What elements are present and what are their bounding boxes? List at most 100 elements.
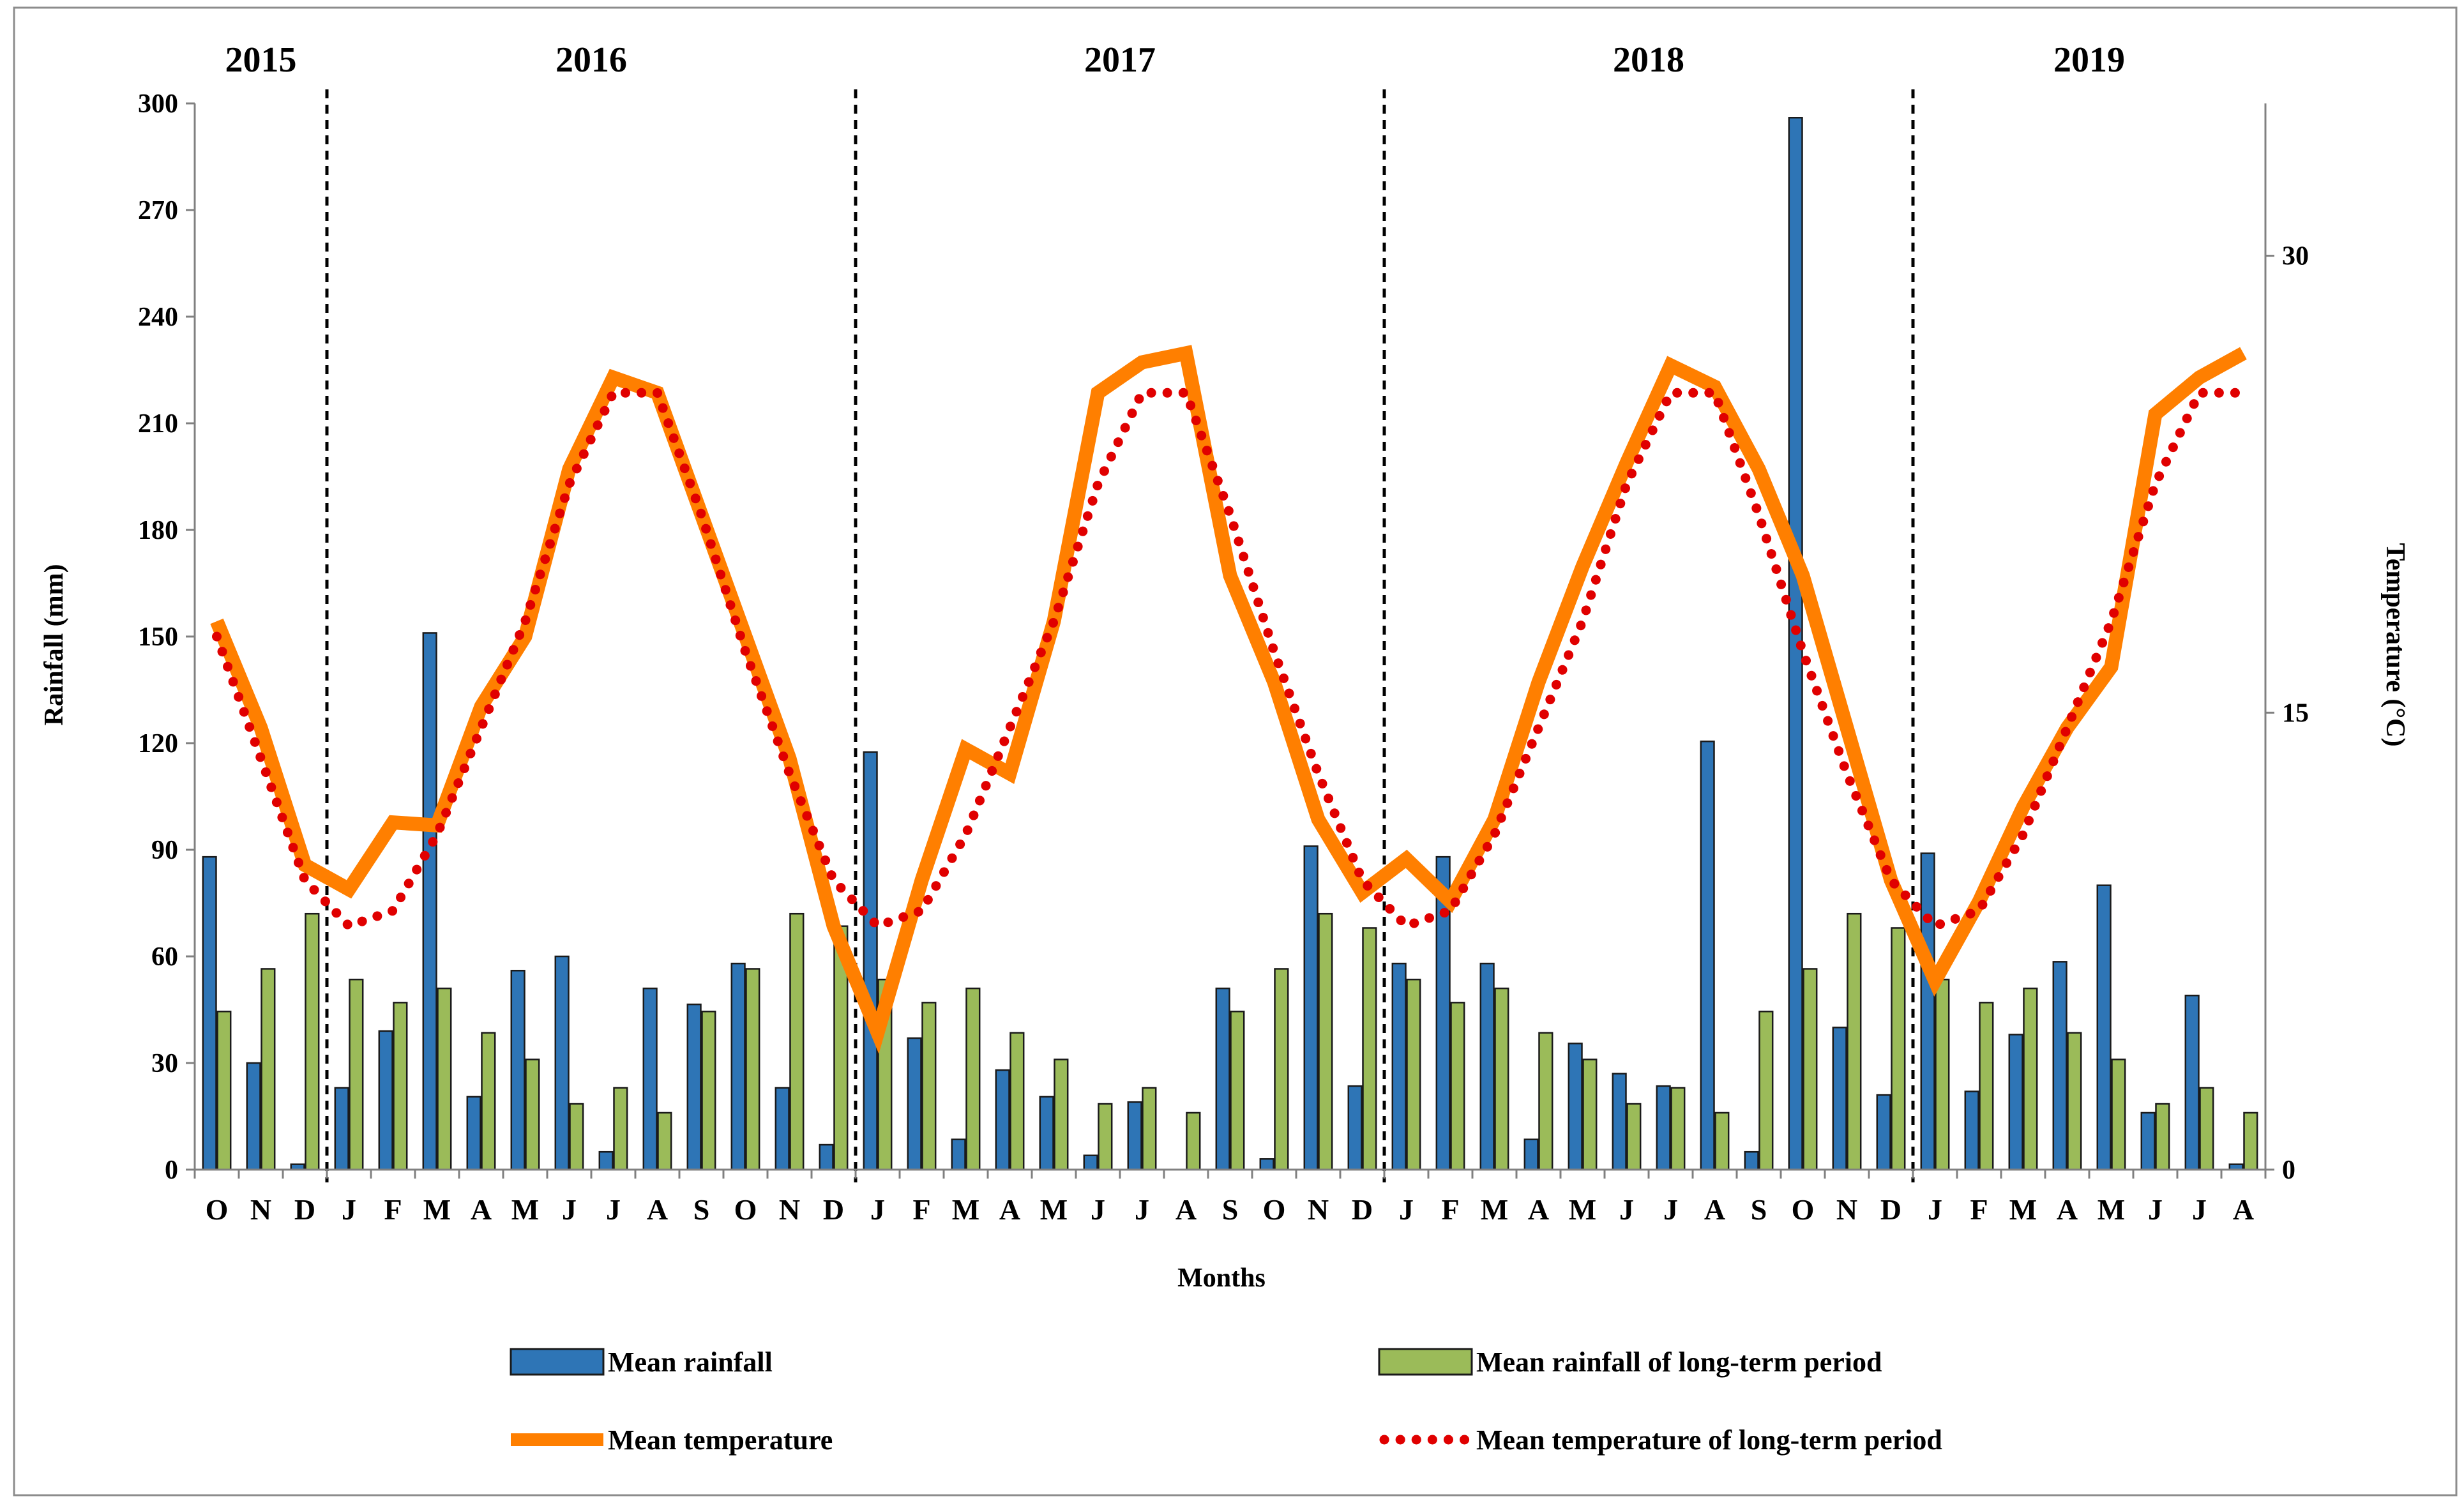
y-tick-label: 120 [138, 729, 178, 758]
y-tick-label: 90 [151, 836, 178, 865]
legend-label: Mean rainfall [608, 1346, 773, 1378]
y-tick-label: 60 [151, 942, 178, 972]
x-tick-label: D [823, 1193, 844, 1226]
mean-rainfall-bar [1127, 1101, 1142, 1171]
longterm-rainfall-bar [1847, 912, 1862, 1171]
mean-rainfall-bar [2140, 1112, 2156, 1171]
longterm-rainfall-bar [1274, 968, 1289, 1171]
mean-rainfall-bar [246, 1062, 261, 1171]
y2-tick-label: 30 [2282, 242, 2309, 271]
mean-rainfall-bar [378, 1030, 393, 1171]
mean-rainfall-bar [642, 987, 658, 1171]
mean-rainfall-bar [1347, 1085, 1363, 1171]
mean-rainfall-bar [466, 1096, 481, 1171]
x-tick-label: N [250, 1193, 271, 1226]
x-tick-label: F [384, 1193, 402, 1226]
y-tick-label: 240 [138, 303, 178, 332]
longterm-rainfall-bar [1318, 912, 1333, 1171]
line-series-group [210, 345, 2248, 1054]
mean-rainfall-bar [1612, 1073, 1627, 1171]
x-tick-label: D [1880, 1193, 1901, 1226]
longterm-rainfall-bar [1494, 987, 1509, 1171]
x-tick-label: A [2057, 1193, 2078, 1226]
mean-rainfall-bar [202, 856, 217, 1171]
longterm-rainfall-bar [1582, 1059, 1598, 1171]
x-tick-label: M [1481, 1193, 1508, 1226]
year-label: 2016 [556, 40, 627, 80]
longterm-rainfall-bar [1009, 1032, 1025, 1171]
longterm-rainfall-bar [1142, 1087, 1157, 1171]
x-tick-label: J [1399, 1193, 1414, 1226]
longterm-rainfall-bar [305, 912, 320, 1171]
x-tick-label: J [1135, 1193, 1149, 1226]
longterm-rainfall-bar [701, 1011, 716, 1171]
mean-rainfall-bar [1259, 1158, 1274, 1171]
y-tick-label: 270 [138, 196, 178, 225]
longterm-temperature-line [212, 388, 2248, 931]
legend-swatch-bar [1378, 1348, 1473, 1376]
longterm-rainfall-bar [1054, 1059, 1069, 1171]
longterm-rainfall-bar [789, 912, 805, 1171]
longterm-rainfall-bar [1758, 1011, 1774, 1171]
longterm-rainfall-bar [1935, 978, 1950, 1171]
mean-rainfall-bar [995, 1069, 1010, 1171]
year-label: 2017 [1084, 40, 1156, 80]
longterm-rainfall-bar [393, 1002, 408, 1171]
mean-rainfall-bar [907, 1037, 922, 1171]
mean-rainfall-bar [1391, 962, 1407, 1171]
longterm-rainfall-bar [965, 987, 981, 1171]
longterm-rainfall-bar [1186, 1112, 1201, 1171]
longterm-rainfall-bar [745, 968, 760, 1171]
x-tick-label: S [1222, 1193, 1239, 1226]
x-tick-label: J [2148, 1193, 2163, 1226]
longterm-rainfall-bar [481, 1032, 496, 1171]
longterm-rainfall-bar [349, 978, 364, 1171]
longterm-rainfall-bar [569, 1103, 584, 1171]
x-tick-label: O [1792, 1193, 1815, 1226]
y-tick-label: 0 [165, 1156, 178, 1185]
mean-rainfall-bar [951, 1138, 966, 1171]
mean-rainfall-bar [510, 970, 525, 1171]
x-axis-title: Months [1177, 1263, 1266, 1293]
x-tick-label: N [1836, 1193, 1857, 1226]
y2-tick-label: 0 [2282, 1156, 2295, 1185]
longterm-rainfall-bar [2023, 987, 2038, 1171]
mean-rainfall-bar [2096, 884, 2112, 1171]
longterm-rainfall-bar [1230, 1011, 1245, 1171]
mean-rainfall-bar [686, 1003, 702, 1171]
mean-rainfall-bar [1700, 740, 1715, 1171]
x-tick-label: J [606, 1193, 621, 1226]
longterm-rainfall-bar [2199, 1087, 2214, 1171]
longterm-rainfall-bar [261, 968, 276, 1171]
x-tick-label: A [1704, 1193, 1725, 1226]
mean-rainfall-bar [1964, 1090, 1979, 1171]
legend-label: Mean temperature of long-term period [1476, 1424, 1942, 1456]
longterm-rainfall-bar [525, 1059, 540, 1171]
longterm-rainfall-bar [1714, 1112, 1730, 1171]
longterm-rainfall-bar [613, 1087, 628, 1171]
y-tick-label: 180 [138, 516, 178, 545]
legend: Mean rainfall Mean rainfall of long-term … [510, 1346, 1942, 1456]
longterm-rainfall-bar [1362, 927, 1377, 1171]
mean-rainfall-bar [1083, 1154, 1098, 1171]
longterm-rainfall-bar [437, 987, 452, 1171]
y-tick-label: 210 [138, 409, 178, 439]
longterm-rainfall-bar [1538, 1032, 1553, 1171]
x-tick-label: S [1751, 1193, 1767, 1226]
mean-rainfall-bar [2052, 961, 2067, 1171]
longterm-rainfall-bar [2067, 1032, 2082, 1171]
x-tick-label: M [511, 1193, 539, 1226]
x-tick-label: J [2192, 1193, 2207, 1226]
longterm-rainfall-bar [1803, 968, 1818, 1171]
mean-rainfall-bar [1523, 1138, 1539, 1171]
bar-series-group [202, 117, 2258, 1171]
longterm-rainfall-bar [1626, 1103, 1642, 1171]
mean-rainfall-bar [1479, 962, 1495, 1171]
x-tick-label: A [1175, 1193, 1197, 1226]
y2-tick-label: 15 [2282, 698, 2309, 728]
mean-rainfall-bar [554, 955, 570, 1171]
year-label: 2019 [2053, 40, 2125, 80]
x-tick-label: M [1040, 1193, 1068, 1226]
